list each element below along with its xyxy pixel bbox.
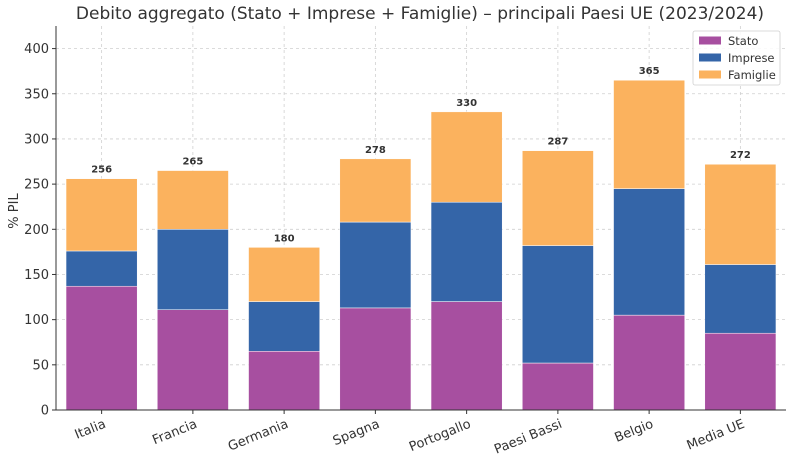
bar-imprese (65, 250, 138, 287)
legend: Stato Imprese Famiglie (692, 30, 781, 86)
total-labels: 256 265 180 278 330 287 365 272 (91, 66, 751, 244)
bar-imprese (613, 188, 685, 316)
y-tick-label: 150 (24, 268, 49, 283)
bar-stato (613, 314, 685, 411)
x-tick-label: Media UE (685, 417, 747, 454)
y-tick-label: 300 (24, 132, 49, 147)
y-ticks: 0 50 100 150 200 250 300 350 400 (24, 42, 56, 419)
legend-swatch-imprese (699, 53, 721, 62)
legend-items: Stato Imprese Famiglie (699, 34, 776, 82)
bar-imprese (704, 264, 777, 334)
x-tick-label: Portogallo (407, 417, 473, 455)
x-tick-label: Spagna (331, 417, 382, 449)
x-ticks: Italia Francia Germania Spagna Portogallo Pae… (73, 410, 747, 458)
total-label: 256 (91, 165, 112, 176)
bar-stato (430, 301, 503, 411)
bar-imprese (522, 245, 594, 364)
total-label: 365 (639, 66, 660, 77)
bar-stato (522, 362, 594, 411)
total-label: 330 (456, 98, 477, 109)
bar-stato (704, 332, 777, 411)
axes (55, 26, 786, 411)
x-tick-label: Belgio (613, 417, 656, 446)
bar-famiglie (65, 178, 138, 252)
bar-famiglie (157, 170, 229, 230)
y-axis-label: % PIL (7, 193, 22, 229)
legend-swatch-famiglie (699, 70, 721, 79)
legend-label: Stato (728, 34, 758, 48)
bar-famiglie (613, 79, 685, 189)
bar-famiglie (430, 111, 503, 203)
x-tick-label: Italia (73, 417, 108, 443)
x-tick-label: Paesi Bassi (492, 417, 564, 458)
bar-famiglie (522, 150, 594, 246)
legend-swatch-stato (699, 36, 721, 45)
y-tick-label: 400 (24, 42, 49, 57)
legend-label: Famiglie (728, 68, 776, 82)
total-label: 272 (730, 150, 751, 161)
bar-imprese (157, 229, 229, 310)
bar-imprese (339, 221, 412, 309)
bar-stato (65, 285, 138, 411)
x-tick-label: Francia (150, 417, 199, 448)
y-tick-label: 200 (24, 223, 49, 238)
bar-famiglie (704, 163, 777, 265)
total-label: 278 (365, 145, 386, 156)
bars (65, 79, 777, 411)
bar-famiglie (248, 247, 320, 302)
y-tick-label: 100 (24, 313, 49, 328)
total-label: 287 (547, 137, 568, 148)
legend-label: Imprese (728, 51, 775, 65)
y-tick-label: 50 (32, 358, 49, 373)
bar-stato (339, 307, 412, 411)
chart-title: Debito aggregato (Stato + Imprese + Fami… (76, 4, 764, 24)
y-tick-label: 350 (24, 87, 49, 102)
y-tick-label: 0 (41, 404, 49, 419)
bar-stato (157, 309, 229, 411)
x-tick-label: Germania (226, 417, 291, 455)
total-label: 265 (182, 157, 203, 168)
bar-famiglie (339, 158, 412, 223)
bar-imprese (248, 301, 320, 352)
bar-stato (248, 351, 320, 411)
y-tick-label: 250 (24, 178, 49, 193)
bar-imprese (430, 201, 503, 302)
total-label: 180 (274, 233, 295, 244)
